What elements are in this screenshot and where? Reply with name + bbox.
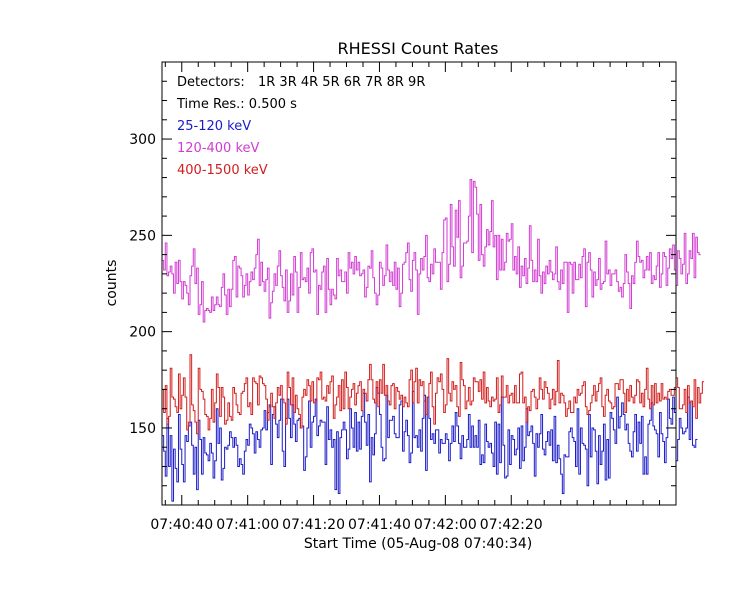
x-tick-label: 07:41:00	[216, 517, 279, 533]
detectors-value: 1R 3R 4R 5R 6R 7R 8R 9R	[258, 75, 425, 90]
chart-title: RHESSI Count Rates	[338, 39, 499, 58]
tick-layer	[162, 61, 677, 506]
legend-series-0: 25-120 keV	[177, 119, 251, 134]
plot-frame	[161, 61, 677, 506]
x-tick-label: 07:40:40	[150, 517, 213, 533]
y-tick-label: 250	[129, 228, 156, 244]
series-line-1	[162, 178, 701, 323]
plot-area	[161, 61, 705, 506]
series-layer	[162, 178, 705, 502]
tick-label-layer: 07:40:40 07:41:00 07:41:20 07:41:40 07:42:00…	[129, 132, 542, 533]
series-line-2	[162, 354, 705, 435]
y-tick-label: 200	[129, 325, 156, 341]
legend-series-2: 400-1500 keV	[177, 163, 268, 178]
y-tick-label: 300	[129, 132, 156, 148]
y-tick-label: 150	[129, 421, 156, 437]
y-axis-title: counts	[104, 260, 120, 307]
time-resolution: Time Res.: 0.500 s	[176, 97, 297, 112]
x-axis-title: Start Time (05-Aug-08 07:40:34)	[304, 536, 532, 552]
x-tick-label: 07:42:00	[414, 517, 477, 533]
detectors-label: Detectors:	[177, 75, 245, 90]
x-tick-label: 07:41:20	[282, 517, 345, 533]
x-tick-label: 07:42:20	[480, 517, 543, 533]
legend-series-1: 120-400 keV	[177, 141, 260, 156]
series-line-0	[162, 387, 698, 502]
x-tick-label: 07:41:40	[348, 517, 411, 533]
legend-annotations: Detectors: 1R 3R 4R 5R 6R 7R 8R 9R Time …	[176, 75, 425, 178]
